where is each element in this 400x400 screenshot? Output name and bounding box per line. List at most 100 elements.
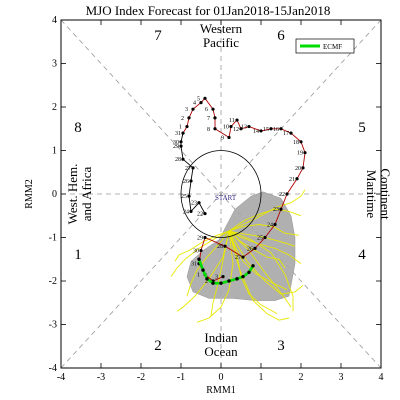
observed-point	[187, 116, 191, 120]
observed-day-label: 14	[253, 129, 259, 135]
unit-circle	[180, 150, 262, 238]
observed-day-label: 24	[267, 222, 273, 228]
phase-2-label: 2	[154, 338, 162, 354]
observed-day-label: 2	[205, 279, 208, 285]
y-axis-label: RMM2	[24, 179, 35, 208]
x-tick-label: 2	[299, 372, 304, 383]
unit-circle-layer	[180, 150, 262, 238]
x-tick-label: 4	[379, 372, 384, 383]
ensemble-member-line	[186, 230, 230, 297]
observed-point	[263, 235, 267, 240]
phase-4-label: 4	[358, 247, 366, 263]
x-tick-label: -2	[137, 372, 145, 383]
observed-day-label: 27	[235, 255, 241, 261]
ensemble-mean-point	[227, 279, 231, 283]
observed-point	[259, 129, 263, 133]
ensemble-mean-point	[201, 268, 205, 272]
y-tick-label: 0	[52, 189, 57, 200]
observed-point	[295, 177, 299, 181]
ensemble-mean-line	[197, 258, 255, 285]
observed-point	[213, 116, 217, 120]
observed-point	[179, 140, 183, 144]
chart-title: MJO Index Forecast for 01Jan2018-15Jan20…	[86, 3, 331, 18]
region-indian-label: Indian	[204, 330, 238, 345]
ensemble-member-line	[228, 230, 290, 321]
ensemble-mean-point	[205, 277, 209, 281]
observed-day-label: 26	[247, 246, 253, 252]
ensemble-member-line	[228, 230, 302, 264]
observed-point	[181, 157, 185, 161]
observed-point	[303, 151, 307, 155]
observed-point	[301, 166, 305, 170]
observed-point	[299, 140, 303, 144]
observed-day-label: 19	[297, 151, 303, 157]
observed-day-label: 12	[233, 127, 239, 133]
phase-3-label: 3	[277, 338, 285, 354]
x-axis-ticks: -4 -3 -2 -1 0 1 2 3 4	[57, 20, 384, 383]
observed-point	[227, 135, 231, 140]
legend: ECMF	[295, 38, 355, 54]
observed-day-label: 20	[295, 166, 301, 172]
x-tick-label: -4	[57, 372, 65, 383]
y-tick-label: -2	[49, 276, 57, 287]
x-tick-label: 0	[219, 372, 224, 383]
region-pacific-label: Pacific	[203, 35, 239, 50]
region-ocean-label: Ocean	[204, 344, 238, 359]
ensemble-mean-point	[241, 274, 245, 279]
observed-day-label: 25	[257, 236, 263, 242]
ensemble-member-line	[170, 230, 230, 277]
y-tick-label: 1	[52, 146, 57, 157]
observed-point	[199, 248, 203, 253]
observed-point	[273, 222, 277, 227]
observed-day-label: 1	[179, 125, 182, 131]
start-label: START	[215, 194, 237, 202]
region-westhem-label: West. Hem.	[65, 164, 80, 225]
phase-1-label: 1	[74, 247, 82, 263]
ensemble-member-line	[228, 230, 292, 308]
observed-day-label: 28	[175, 157, 181, 163]
observed-point	[203, 235, 207, 240]
x-tick-label: 3	[339, 372, 344, 383]
observed-day-label: 30	[193, 249, 199, 255]
observed-day-label: 30	[173, 140, 179, 146]
observed-day-label: 25	[181, 194, 187, 200]
observed-day-label: 29	[173, 144, 179, 150]
y-tick-label: -1	[49, 233, 57, 244]
observed-day-label: 22	[197, 212, 203, 218]
observed-day-label: 3	[215, 275, 218, 281]
ensemble-member-line	[228, 224, 300, 236]
observed-day-label: 27	[185, 166, 191, 172]
legend-box	[295, 38, 355, 54]
observed-day-label: 4	[193, 101, 196, 107]
observed-day-label: 5	[197, 96, 200, 102]
ensemble-mean-point	[197, 257, 201, 261]
y-tick-label: 4	[52, 15, 57, 26]
observed-point	[189, 179, 193, 183]
region-western-label: Western	[200, 21, 243, 36]
observed-point	[203, 211, 207, 216]
observed-point	[191, 166, 195, 170]
observed-day-label: 22	[279, 192, 285, 198]
phase-8-label: 8	[74, 120, 82, 136]
observed-day-label: 10	[223, 125, 229, 131]
observed-point	[191, 107, 195, 111]
ensemble-member-line	[176, 230, 230, 312]
observed-point	[239, 127, 243, 131]
ensemble-member-line	[228, 230, 296, 247]
ensemble-member-line	[228, 230, 286, 269]
observed-day-label: 31	[191, 262, 197, 268]
observed-day-label: 28	[217, 244, 223, 250]
observed-point	[269, 127, 273, 131]
observed-point	[197, 201, 201, 205]
x-axis-label: RMM1	[206, 385, 235, 396]
observed-point	[229, 124, 233, 129]
observed-point	[253, 246, 257, 250]
phase-and-region-labels: 7 6 8 5 1 4 2 3 Western Pacific Indian O…	[65, 21, 393, 359]
y-tick-label: -3	[49, 320, 57, 331]
observed-point	[223, 244, 227, 248]
legend-ecmf-label: ECMF	[323, 43, 342, 51]
observed-day-label: 31	[175, 131, 181, 137]
